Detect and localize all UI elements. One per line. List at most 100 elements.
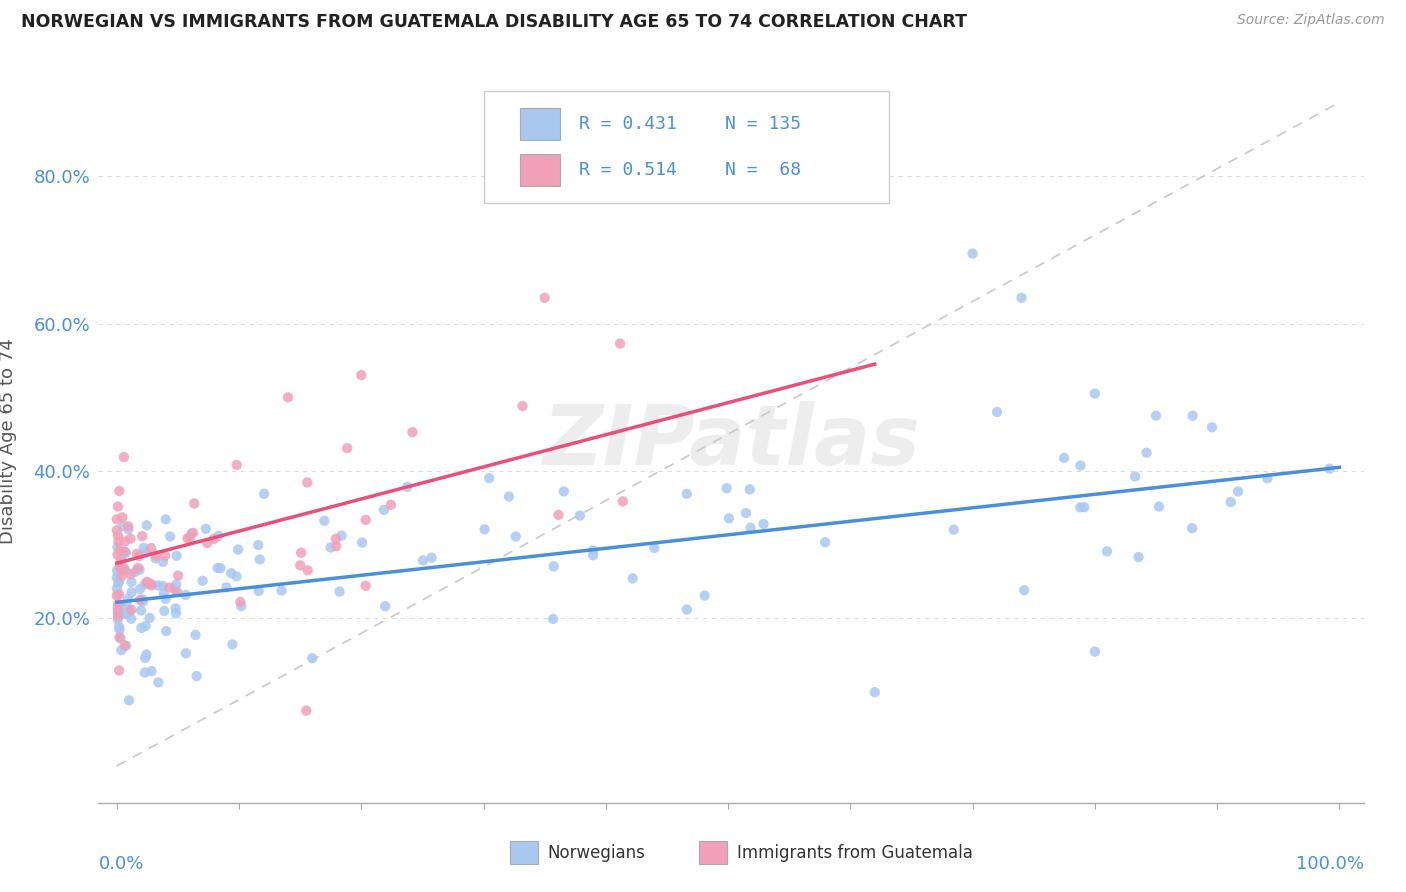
Point	[114, 545, 136, 559]
Point	[111, 519, 134, 533]
Point	[166, 585, 188, 599]
Point	[136, 575, 159, 590]
Point	[986, 405, 1008, 419]
Text: Immigrants from Guatemala: Immigrants from Guatemala	[737, 844, 973, 862]
Point	[111, 510, 134, 524]
Point	[114, 639, 136, 653]
Point	[120, 612, 142, 626]
Point	[108, 543, 131, 558]
Point	[114, 534, 136, 549]
Point	[120, 532, 142, 546]
Point	[962, 246, 984, 260]
Point	[186, 669, 208, 683]
Point	[105, 589, 128, 603]
Point	[108, 599, 131, 613]
Point	[153, 604, 176, 618]
Point	[675, 602, 697, 616]
Point	[117, 522, 139, 536]
Point	[225, 569, 247, 583]
Point	[115, 639, 138, 653]
Point	[373, 503, 395, 517]
Point	[380, 498, 402, 512]
Point	[108, 483, 131, 498]
Point	[125, 547, 148, 561]
Point	[145, 549, 167, 563]
Point	[118, 605, 141, 619]
Point	[354, 579, 377, 593]
Point	[108, 623, 131, 637]
Point	[107, 597, 129, 611]
Point	[128, 582, 150, 597]
Point	[1084, 645, 1107, 659]
Point	[155, 591, 177, 606]
Point	[124, 565, 146, 579]
Point	[693, 589, 716, 603]
Point	[1123, 469, 1146, 483]
Point	[105, 523, 128, 537]
Point	[814, 535, 837, 549]
Point	[135, 545, 157, 559]
Point	[152, 586, 174, 600]
Point	[1095, 544, 1118, 558]
Point	[121, 575, 143, 590]
Point	[114, 563, 136, 577]
Text: Norwegians: Norwegians	[547, 844, 645, 862]
Point	[131, 621, 153, 635]
Point	[165, 601, 187, 615]
Point	[253, 487, 276, 501]
FancyBboxPatch shape	[484, 91, 889, 203]
FancyBboxPatch shape	[520, 108, 560, 140]
Point	[108, 664, 131, 678]
Point	[533, 291, 555, 305]
Y-axis label: Disability Age 65 to 74: Disability Age 65 to 74	[0, 339, 17, 544]
Point	[115, 599, 138, 613]
Point	[1144, 409, 1167, 423]
Point	[330, 528, 353, 542]
FancyBboxPatch shape	[699, 841, 727, 864]
Point	[153, 549, 176, 563]
Point	[145, 551, 167, 566]
Point	[325, 532, 347, 546]
Point	[152, 555, 174, 569]
Point	[183, 496, 205, 510]
Point	[174, 588, 197, 602]
Point	[107, 534, 129, 549]
FancyBboxPatch shape	[510, 841, 537, 864]
Point	[609, 336, 631, 351]
Point	[314, 514, 336, 528]
Point	[108, 575, 131, 590]
Point	[1011, 291, 1033, 305]
Point	[131, 592, 153, 607]
Point	[112, 561, 135, 575]
Point	[354, 513, 377, 527]
Point	[157, 581, 180, 595]
Point	[179, 531, 201, 545]
Point	[319, 541, 342, 555]
Point	[350, 368, 373, 383]
Point	[105, 582, 128, 596]
Point	[1012, 583, 1035, 598]
Point	[420, 550, 443, 565]
Point	[1073, 500, 1095, 515]
Point	[107, 540, 129, 554]
Point	[225, 458, 247, 472]
Point	[1181, 409, 1204, 423]
Point	[134, 665, 156, 680]
Point	[115, 545, 138, 559]
Point	[325, 540, 347, 554]
Point	[107, 548, 129, 562]
Point	[740, 521, 762, 535]
Point	[120, 567, 142, 582]
Point	[202, 532, 225, 546]
Point	[110, 561, 132, 575]
Point	[1227, 484, 1250, 499]
Point	[108, 560, 131, 574]
Point	[621, 571, 644, 585]
Point	[1069, 458, 1091, 473]
Point	[1256, 471, 1278, 485]
Point	[942, 523, 965, 537]
Point	[141, 664, 163, 678]
FancyBboxPatch shape	[520, 153, 560, 186]
Point	[191, 574, 214, 588]
Point	[1181, 521, 1204, 535]
